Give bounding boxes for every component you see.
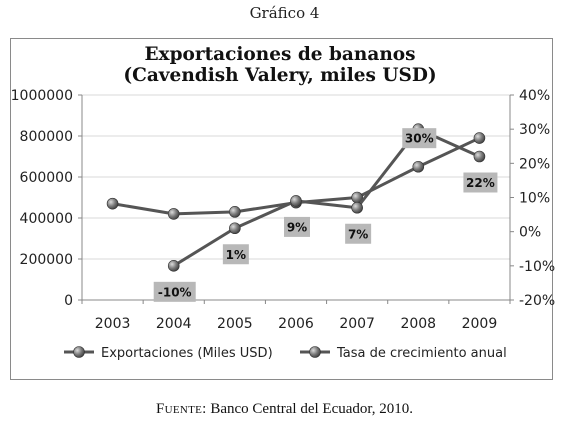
data-label: 30%: [402, 128, 437, 149]
y-left-tick-label: 1000000: [11, 88, 73, 104]
data-label-box: [402, 128, 437, 149]
data-label: 1%: [222, 244, 249, 265]
legend-label-2: Tasa de crecimiento anual: [336, 346, 507, 361]
figure-caption: Gráfico 4: [249, 4, 320, 22]
data-label-text: 30%: [405, 132, 434, 146]
y-left-tick-label: 400000: [20, 211, 73, 227]
axes: 0 200000 400000 600000 800000 1000000 -20% -10%…: [11, 88, 556, 332]
data-point-series-2: [473, 150, 486, 163]
y-right-tick-label: -20%: [519, 293, 555, 309]
data-label-text: 22%: [466, 176, 495, 190]
data-label-box: [222, 244, 249, 265]
legend-marker-2: [309, 346, 321, 358]
data-label-box: [345, 223, 372, 244]
chart-title-line-1: Exportaciones de bananos: [144, 44, 415, 65]
data-label-box: [153, 281, 196, 302]
y-left-tick-label: 800000: [20, 129, 73, 145]
data-label-text: -10%: [158, 285, 192, 299]
data-point-series-2: [290, 195, 302, 207]
data-point-series-1: [106, 197, 119, 210]
x-tick-label: 2004: [156, 316, 192, 332]
data-label: 22%: [463, 172, 498, 193]
y-right-tick-label: 30%: [519, 122, 550, 138]
data-label-text: 1%: [226, 248, 246, 262]
y-right-tick-label: 10%: [519, 191, 550, 207]
data-point-series-2: [229, 222, 241, 235]
data-point-series-1: [167, 208, 180, 220]
data-point-series-2: [351, 201, 363, 214]
y-right-tick-label: 20%: [519, 156, 550, 172]
y-left-tick-label: 0: [64, 293, 73, 309]
chart-title-line-2: (Cavendish Valery, miles USD): [123, 65, 436, 86]
y-left-tick-label: 600000: [20, 170, 73, 186]
data-point-series-1: [229, 206, 241, 218]
legend-label-1: Exportaciones (Miles USD): [101, 346, 273, 361]
x-tick-label: 2006: [278, 316, 314, 332]
y-left-tick-label: 200000: [20, 252, 73, 268]
source-note: Fuente: Banco Central del Ecuador, 2010.: [0, 401, 569, 418]
gridlines: [82, 94, 510, 260]
y-right-tick-label: 40%: [519, 88, 550, 104]
legend: Exportaciones (Miles USD) Tasa de crecimi…: [64, 346, 507, 361]
x-tick-label: 2009: [462, 316, 498, 332]
data-label: 9%: [284, 216, 310, 237]
data-label-text: 9%: [287, 220, 307, 234]
line-chart: Exportaciones de bananos (Cavendish Vale…: [11, 44, 556, 361]
data-point-series-1: [412, 160, 425, 173]
source-label: Fuente:: [155, 401, 207, 417]
x-tick-label: 2007: [339, 316, 375, 332]
data-label: -10%: [153, 281, 196, 302]
source-text: Banco Central del Ecuador, 2010.: [206, 401, 414, 417]
data-label-box: [463, 172, 498, 193]
y-right-tick-label: 0%: [519, 225, 541, 241]
data-label: 7%: [345, 223, 372, 244]
x-tick-label: 2005: [217, 316, 253, 332]
data-point-series-1: [473, 132, 486, 144]
data-label-text: 7%: [348, 227, 368, 241]
x-tick-label: 2003: [95, 316, 131, 332]
legend-marker-1: [73, 346, 85, 358]
series-line-2: [172, 127, 481, 268]
y-right-tick-label: -10%: [519, 259, 555, 275]
data-label-box: [284, 216, 310, 237]
data-labels: -10% 1% 9% 7% 30% 22%: [153, 128, 498, 302]
data-point-series-2: [167, 260, 180, 272]
x-tick-label: 2008: [400, 316, 436, 332]
